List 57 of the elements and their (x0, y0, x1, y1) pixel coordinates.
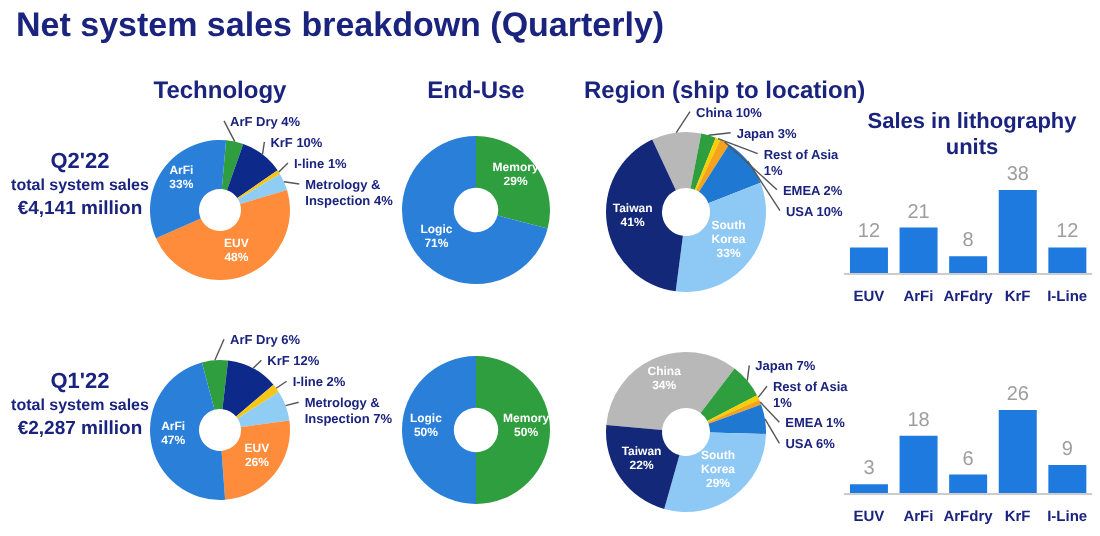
text: total system sales (9, 176, 151, 198)
donut-slice (606, 139, 683, 292)
bar (998, 190, 1037, 274)
donut-slice (238, 173, 288, 204)
bar (1048, 247, 1087, 274)
bar (1048, 464, 1087, 494)
donut-slice (652, 132, 702, 191)
donut-slice (700, 368, 758, 421)
data-label: 3 (863, 458, 876, 481)
bar (899, 227, 938, 274)
donut-slice (690, 133, 716, 190)
text: total system sales (9, 396, 151, 418)
donut-slice (675, 182, 766, 292)
donut-slice (696, 139, 730, 192)
donut-slice (237, 391, 290, 428)
data-label: 18 (907, 409, 931, 432)
text: €4,141 million (15, 197, 145, 223)
data-label: 26 (1006, 384, 1030, 406)
text: €2,287 million (15, 417, 145, 443)
chart-title: End-Use (425, 76, 527, 104)
data-label: 8 (962, 230, 975, 253)
donut-slice (221, 140, 244, 191)
donut-slice (476, 356, 550, 504)
donut-slice (606, 352, 735, 430)
bar (849, 247, 888, 274)
donut-slice (150, 140, 227, 239)
donut-slice (694, 137, 721, 191)
data-label: 12 (857, 221, 881, 244)
data-label: 12 (1056, 221, 1080, 244)
bar (998, 410, 1037, 494)
chart-title: Region (ship to location) (582, 76, 868, 104)
bar (899, 435, 938, 494)
data-label: 38 (1006, 164, 1030, 186)
donut-slice (237, 170, 280, 200)
donut-slice (226, 143, 278, 199)
donut-slice (236, 384, 279, 419)
text: Net system sales breakdown (Quarterly) (16, 6, 665, 46)
data-label: 9 (1061, 438, 1074, 461)
chart-title: Sales in lithography units (865, 110, 1079, 162)
donut-slice (150, 362, 226, 500)
donut-slice (698, 144, 761, 204)
donut-slice (708, 404, 766, 434)
data-label: 21 (907, 201, 931, 224)
bar (849, 484, 888, 494)
text: Q2'22 (48, 148, 112, 177)
chart-title: Technology (151, 76, 289, 104)
donut-slice (606, 425, 680, 509)
data-label: 6 (962, 448, 975, 471)
text: Q1'22 (48, 368, 112, 397)
donut-slice (402, 136, 548, 284)
donut-slice (476, 136, 550, 229)
donut-slice (402, 356, 476, 504)
donut-slice (155, 190, 290, 280)
donut-slice (201, 360, 229, 410)
donut-slice (221, 420, 290, 500)
bar (949, 474, 988, 494)
bar (949, 256, 988, 274)
